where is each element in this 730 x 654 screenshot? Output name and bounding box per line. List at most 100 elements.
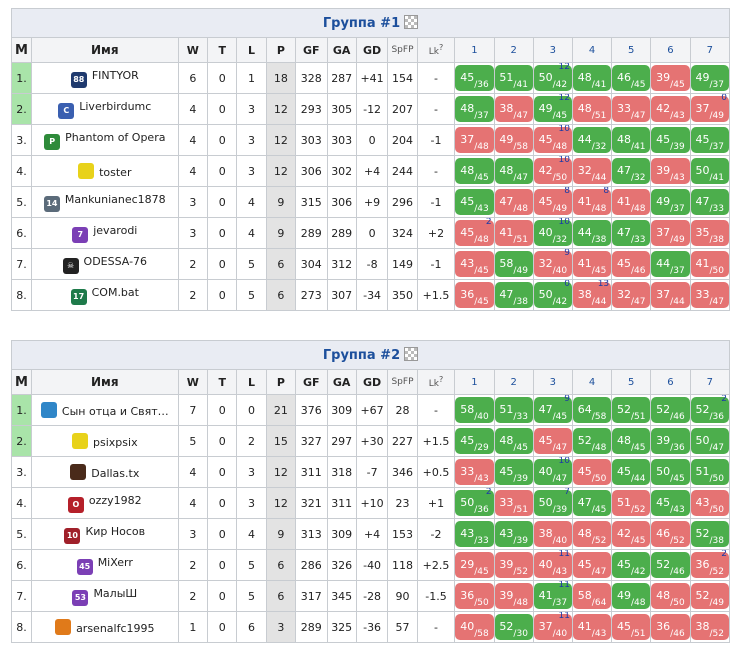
match-result[interactable]: 41/45 (573, 251, 611, 277)
team-name-link[interactable]: МалыШ (93, 586, 138, 600)
match-result[interactable]: 33/51 (495, 490, 533, 516)
match-result[interactable]: 41/50 (691, 251, 729, 277)
match-result[interactable]: 52/38 (691, 521, 729, 547)
match-result[interactable]: 44/37 (651, 251, 690, 277)
match-result[interactable]: 48/50 (651, 583, 690, 609)
col-header-name[interactable]: Имя (30, 369, 179, 395)
team-name-link[interactable]: Dallas.tx (91, 467, 140, 480)
team-name-link[interactable]: psixpsix (93, 436, 138, 449)
match-result[interactable]: 45/39 (495, 459, 533, 485)
match-result[interactable]: 42/43 (651, 96, 690, 122)
match-result[interactable]: 51/52 (612, 490, 650, 516)
match-result[interactable]: 38/52 (691, 614, 729, 640)
col-header-ga[interactable]: GA (326, 37, 357, 63)
match-result[interactable]: 33/43 (455, 459, 494, 485)
team-name-link[interactable]: arsenalfc1995 (76, 622, 155, 635)
help-icon[interactable]: ? (439, 375, 444, 384)
team-name-cell[interactable]: psixpsix (30, 425, 179, 457)
match-result[interactable]: 48/41 (612, 127, 650, 153)
team-name-link[interactable]: Кир Носов (85, 524, 146, 538)
match-result[interactable]: 45/44 (612, 459, 650, 485)
match-result[interactable]: 47/48 (495, 189, 533, 215)
match-result[interactable]: 45/50 (573, 459, 611, 485)
match-result[interactable]: 58/64 (573, 583, 611, 609)
match-result[interactable]: 48/52 (573, 521, 611, 547)
match-result[interactable]: 36/50 (455, 583, 494, 609)
team-name-link[interactable]: COM.bat (91, 285, 139, 299)
match-result[interactable]: 40/32 10 (534, 219, 572, 246)
match-result[interactable]: 49/58 (495, 127, 533, 153)
match-result[interactable]: 32/44 (573, 158, 611, 184)
team-name-cell[interactable]: Dallas.tx (30, 456, 179, 488)
match-result[interactable]: 41/37 11 (534, 582, 572, 609)
match-result[interactable]: 50/36 2 (455, 489, 494, 516)
match-result[interactable]: 32/47 (612, 282, 650, 308)
match-result[interactable]: 47/45 (573, 490, 611, 516)
match-result[interactable]: 43/39 (495, 521, 533, 547)
match-result[interactable]: 45/47 (534, 428, 572, 454)
match-result[interactable]: 45/48 2 (455, 219, 494, 246)
match-result[interactable]: 47/33 (691, 189, 729, 215)
team-name-link[interactable]: Mankunianec1878 (64, 192, 166, 206)
col-header-w[interactable]: W (177, 369, 209, 395)
match-result[interactable]: 40/43 11 (534, 551, 572, 578)
col-header-t[interactable]: T (207, 37, 238, 63)
match-result[interactable]: 50/45 (651, 459, 690, 485)
col-header-m[interactable]: М (11, 37, 32, 63)
match-result[interactable]: 39/52 (495, 552, 533, 578)
match-result[interactable]: 39/36 (651, 428, 690, 454)
match-result[interactable]: 36/52 2 (691, 551, 729, 578)
match-result[interactable]: 45/47 (573, 552, 611, 578)
match-result[interactable]: 47/45 9 (534, 396, 572, 423)
match-result[interactable]: 37/49 0 (691, 95, 729, 122)
match-result[interactable]: 39/48 (495, 583, 533, 609)
match-result[interactable]: 52/30 (495, 614, 533, 640)
match-result[interactable]: 45/49 8 (534, 188, 572, 215)
team-name-link[interactable]: toster (99, 166, 132, 179)
match-result[interactable]: 42/45 (612, 521, 650, 547)
match-result[interactable]: 37/40 11 (534, 613, 572, 640)
match-result[interactable]: 37/49 (651, 220, 690, 246)
col-header-p[interactable]: P (265, 37, 297, 63)
match-result[interactable]: 45/39 (651, 127, 690, 153)
team-name-link[interactable]: jevarodi (93, 223, 138, 237)
team-name-cell[interactable]: 14 Mankunianec1878 (30, 186, 179, 218)
match-result[interactable]: 52/46 (651, 397, 690, 423)
match-result[interactable]: 45/43 (651, 490, 690, 516)
match-result[interactable]: 50/42 0 (534, 281, 572, 308)
help-icon[interactable]: ? (439, 43, 444, 52)
match-result[interactable]: 48/45 (455, 158, 494, 184)
match-result[interactable]: 51/50 (691, 459, 729, 485)
match-result[interactable]: 46/45 (612, 65, 650, 91)
match-result[interactable]: 51/33 (495, 397, 533, 423)
match-result[interactable]: 33/47 (612, 96, 650, 122)
match-result[interactable]: 38/47 (495, 96, 533, 122)
match-result[interactable]: 43/45 (455, 251, 494, 277)
match-result[interactable]: 49/37 (691, 65, 729, 91)
match-result[interactable]: 38/44 13 (573, 281, 611, 308)
match-result[interactable]: 58/49 (495, 251, 533, 277)
match-result[interactable]: 48/37 (455, 96, 494, 122)
col-header-lk[interactable]: Lk? (416, 37, 456, 63)
match-result[interactable]: 50/41 (691, 158, 729, 184)
match-result[interactable]: 64/58 (573, 397, 611, 423)
match-result[interactable]: 52/36 2 (691, 396, 729, 423)
match-result[interactable]: 49/45 12 (534, 95, 572, 122)
team-name-cell[interactable]: ☠ ODESSA-76 (30, 248, 179, 280)
match-result[interactable]: 50/42 12 (534, 64, 572, 91)
team-name-cell[interactable]: Сын отца и Свят… (30, 394, 179, 426)
match-result[interactable]: 45/29 (455, 428, 494, 454)
col-header-lk[interactable]: Lk? (416, 369, 456, 395)
match-result[interactable]: 50/47 (691, 428, 729, 454)
col-header-t[interactable]: T (207, 369, 238, 395)
match-result[interactable]: 41/48 (612, 189, 650, 215)
col-header-p[interactable]: P (265, 369, 297, 395)
match-result[interactable]: 49/37 (651, 189, 690, 215)
match-result[interactable]: 52/46 (651, 552, 690, 578)
match-result[interactable]: 41/43 (573, 614, 611, 640)
team-name-cell[interactable]: 88 FINTYOR (30, 62, 179, 94)
match-result[interactable]: 48/45 (612, 428, 650, 454)
match-result[interactable]: 36/45 (455, 282, 494, 308)
match-result[interactable]: 52/48 (573, 428, 611, 454)
